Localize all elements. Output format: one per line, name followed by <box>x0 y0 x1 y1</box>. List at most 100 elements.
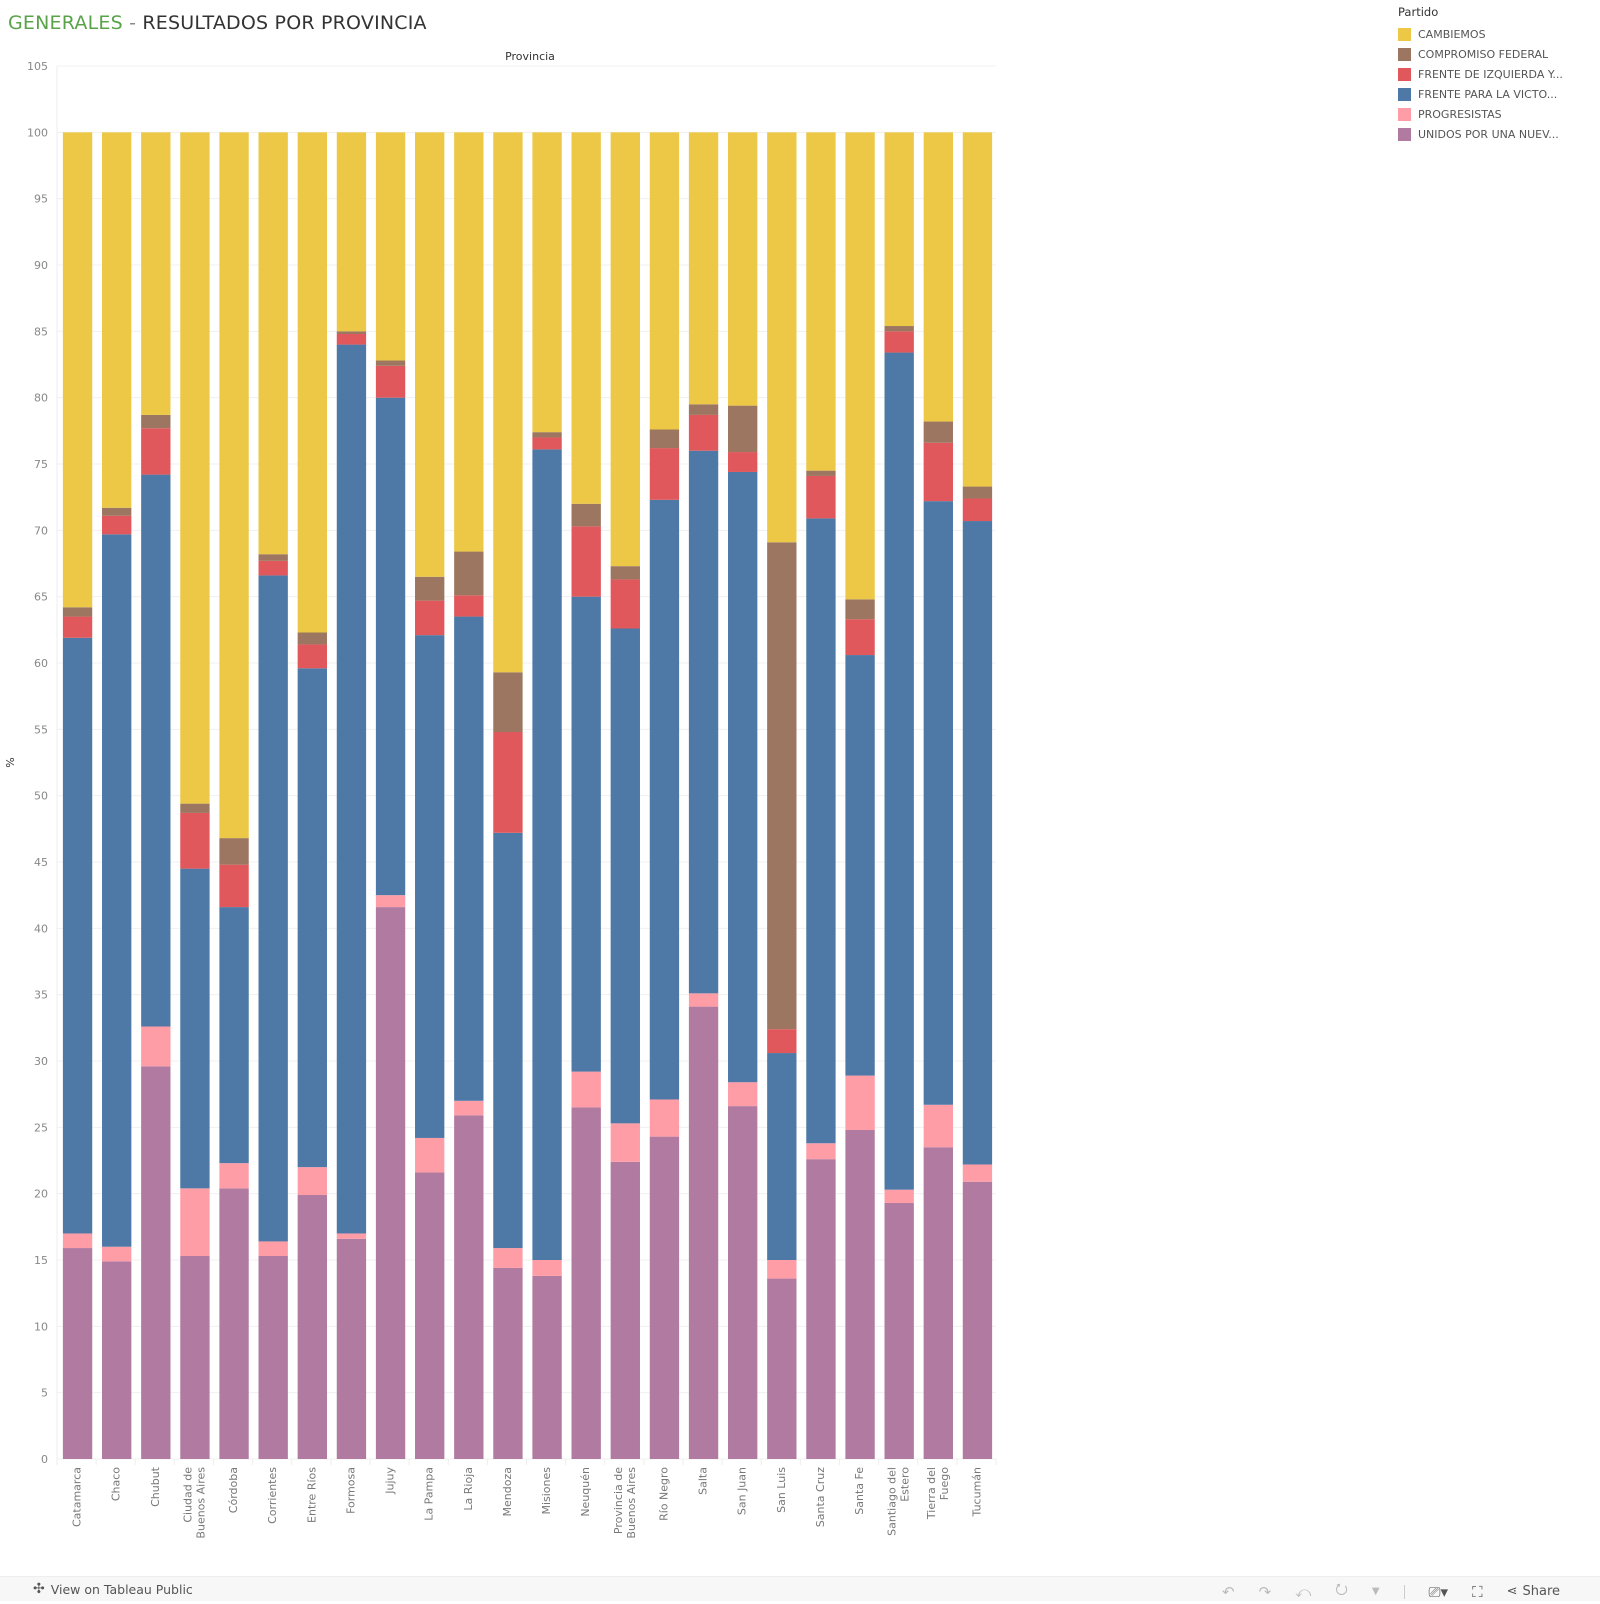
bar-segment <box>454 595 484 617</box>
legend-item-progresistas[interactable]: PROGRESISTAS <box>1398 104 1563 124</box>
bar-segment <box>728 452 758 472</box>
bar-segment <box>610 1123 640 1162</box>
bar-segment <box>884 352 914 1190</box>
y-tick-label: 25 <box>34 1121 48 1134</box>
bar-segment <box>649 1136 680 1459</box>
x-tick-label: Fuego <box>938 1467 951 1500</box>
bar-segment <box>688 414 719 451</box>
bar-segment <box>415 576 445 601</box>
bar-segment <box>962 132 993 487</box>
bar-segment <box>493 1267 523 1459</box>
y-tick-label: 20 <box>34 1188 48 1201</box>
bar-segment <box>532 132 562 433</box>
bar-segment <box>610 628 640 1124</box>
toolbar-divider <box>1403 1584 1405 1599</box>
bar-segment <box>219 838 249 865</box>
bar-segment <box>375 132 406 361</box>
view-on-tableau-label: View on Tableau Public <box>50 1581 193 1597</box>
revert-icon[interactable]: ⤺ <box>1295 1582 1312 1601</box>
bar-segment <box>532 437 562 450</box>
bar-segment <box>375 365 406 398</box>
bar-segment <box>728 1082 758 1107</box>
toolbar: ↶ ↷ ⤺ ⭮ ▼ ⎚▾ ⛶ ⋖ Share <box>1222 1579 1560 1604</box>
bar-segment <box>532 1260 562 1276</box>
x-tick-label: Tierra del <box>925 1467 938 1520</box>
bar-segment <box>806 1143 836 1160</box>
bar-segment <box>767 542 797 1030</box>
x-tick-label: Córdoba <box>227 1467 240 1513</box>
bar-segment <box>728 132 758 406</box>
fullscreen-icon[interactable]: ⛶ <box>1472 1582 1483 1601</box>
bar-segment <box>923 1104 953 1148</box>
bar-segment <box>102 1246 132 1262</box>
share-button[interactable]: ⋖ Share <box>1507 1584 1560 1599</box>
y-tick-label: 70 <box>34 524 48 537</box>
bar-segment <box>102 1261 132 1459</box>
x-tick-label: Chaco <box>110 1467 123 1501</box>
bar-segment <box>845 655 875 1076</box>
y-tick-label: 15 <box>34 1254 48 1267</box>
legend-label: CAMBIEMOS <box>1418 27 1486 41</box>
bar-segment <box>610 579 640 629</box>
legend-item-compromiso-federal[interactable]: COMPROMISO FEDERAL <box>1398 44 1563 64</box>
y-tick-label: 80 <box>34 392 48 405</box>
redo-icon[interactable]: ↷ <box>1258 1582 1272 1601</box>
bar-segment <box>62 1233 93 1249</box>
bar-segment <box>962 1181 993 1459</box>
view-on-tableau-link[interactable]: ✣ View on Tableau Public <box>33 1581 193 1597</box>
bar-segment <box>884 331 914 353</box>
bar-segment <box>884 326 914 332</box>
x-tick-label: Santa Cruz <box>814 1467 827 1527</box>
bar-segment <box>571 132 601 504</box>
bar-segment <box>141 474 171 1027</box>
bar-segment <box>415 1137 445 1173</box>
bar-segment <box>571 503 601 527</box>
bar-segment <box>649 448 680 500</box>
legend-label: PROGRESISTAS <box>1418 107 1502 121</box>
bar-segment <box>454 132 484 552</box>
bar-segment <box>62 637 93 1234</box>
bar-segment <box>884 132 914 327</box>
legend-item-frente-izquierda[interactable]: FRENTE DE IZQUIERDA Y... <box>1398 64 1563 84</box>
download-icon[interactable]: ⎚▾ <box>1428 1582 1449 1601</box>
title-separator: - <box>122 12 143 34</box>
bar-segment <box>962 498 993 522</box>
bar-segment <box>454 551 484 596</box>
bar-segment <box>962 1164 993 1182</box>
bar-segment <box>180 803 210 813</box>
bar-segment <box>454 1115 484 1459</box>
y-tick-label: 10 <box>34 1320 48 1333</box>
bar-segment <box>806 518 836 1144</box>
x-tick-label: Corrientes <box>266 1467 279 1524</box>
title-generales: GENERALES <box>8 12 123 34</box>
bar-segment <box>845 1129 875 1459</box>
bar-segment <box>962 521 993 1165</box>
column-header-provincia: Provincia <box>505 50 555 63</box>
legend-label: UNIDOS POR UNA NUEV... <box>1418 127 1559 141</box>
bar-segment <box>610 1161 640 1459</box>
bar-segment <box>845 132 875 600</box>
pause-dropdown-icon[interactable]: ▼ <box>1371 1586 1380 1597</box>
bar-segment <box>649 499 680 1100</box>
bar-segment <box>102 132 132 508</box>
legend-item-cambiemos[interactable]: CAMBIEMOS <box>1398 24 1563 44</box>
refresh-icon[interactable]: ⭮ <box>1335 1580 1348 1598</box>
bar-segment <box>767 132 797 543</box>
x-tick-label: Ciudad de <box>181 1467 194 1523</box>
legend-label: FRENTE DE IZQUIERDA Y... <box>1418 67 1563 81</box>
undo-icon[interactable]: ↶ <box>1221 1582 1235 1601</box>
bar-segment <box>375 397 406 896</box>
legend-swatch <box>1398 67 1411 81</box>
y-tick-label: 40 <box>34 922 48 935</box>
legend-item-unidos[interactable]: UNIDOS POR UNA NUEV... <box>1398 124 1563 144</box>
bar-segment <box>728 471 758 1083</box>
bar-segment <box>454 616 484 1101</box>
bar-segment <box>688 993 719 1007</box>
bar-segment <box>923 442 953 502</box>
bar-segment <box>767 1029 797 1054</box>
bar-segment <box>258 1256 288 1459</box>
legend-item-frente-victoria[interactable]: FRENTE PARA LA VICTO... <box>1398 84 1563 104</box>
bar-segment <box>336 331 367 334</box>
bar-segment <box>845 1075 875 1130</box>
bar-segment <box>806 470 836 476</box>
